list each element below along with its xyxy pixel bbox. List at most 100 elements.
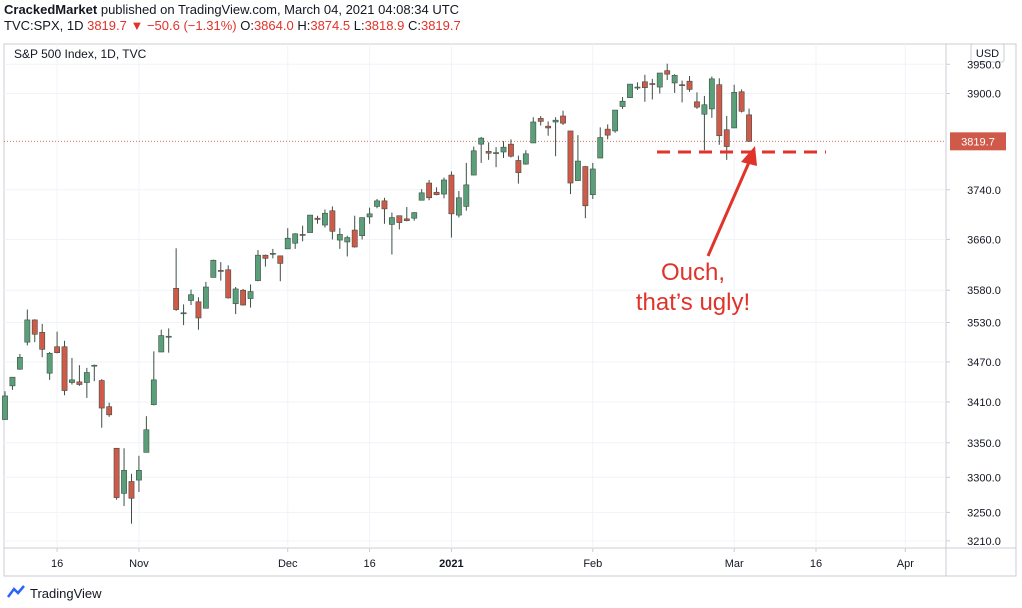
logo	[7, 585, 25, 598]
candle-body	[46, 353, 53, 374]
candle-body	[225, 269, 232, 299]
candle-body	[500, 146, 507, 153]
candle-body	[24, 319, 31, 343]
candle-body	[671, 75, 678, 84]
l-label: L:	[353, 18, 365, 33]
change: ▼ −50.6 (−1.31%)	[130, 18, 237, 33]
candle-body	[83, 372, 90, 383]
candle-body	[61, 346, 68, 391]
x-tick-label: Mar	[725, 558, 744, 570]
l: 3818.9	[364, 18, 405, 33]
candle-body	[255, 254, 261, 281]
candle-body	[612, 109, 619, 132]
c: 3819.7	[420, 18, 461, 33]
candle-body	[277, 255, 284, 264]
candle-body	[508, 143, 514, 157]
h-label: H:	[297, 18, 311, 33]
y-tick-label: 3350.0	[967, 438, 1001, 450]
candle-body	[418, 192, 425, 201]
x-tick-label: 16	[363, 558, 375, 570]
candle-body	[136, 470, 142, 481]
candle-body	[716, 84, 723, 137]
currency-box	[970, 43, 1005, 63]
y-tick-label: 3300.0	[967, 472, 1001, 484]
candle-body	[463, 184, 470, 207]
candle-body	[113, 447, 120, 498]
y-tick-label: 3950.0	[967, 59, 1001, 71]
candle-body	[143, 429, 150, 453]
candle-body	[195, 301, 202, 319]
candle-body	[589, 168, 596, 195]
candle-body	[493, 152, 499, 154]
candle-body	[530, 121, 537, 144]
h: 3874.5	[310, 18, 351, 33]
symbol: TVC:SPX, 1D	[4, 18, 84, 33]
logo-icon	[7, 585, 25, 598]
candle-body	[738, 91, 745, 112]
candle-body	[158, 335, 165, 353]
candle-body	[9, 376, 16, 387]
candle-body	[575, 160, 581, 181]
candle-body	[2, 395, 8, 420]
candle-body	[299, 234, 306, 236]
y-tick-label: 3900.0	[967, 89, 1001, 101]
candle-body	[381, 200, 388, 210]
candle-body	[582, 166, 589, 207]
candle-body	[269, 252, 276, 255]
publisher: CrackedMarket	[4, 2, 98, 17]
candle-body	[455, 197, 462, 216]
y-tick-label: 3530.0	[967, 318, 1001, 330]
candle-body	[173, 287, 180, 310]
candle-body	[708, 78, 715, 110]
candle-body	[202, 286, 209, 309]
candle-body	[150, 379, 157, 405]
candle-body	[470, 150, 477, 176]
candle-body	[247, 291, 254, 299]
candle-body	[656, 72, 663, 88]
symbol-line: TVC:SPX, 1D 3819.7 ▼ −50.6 (−1.31%) O: 38…	[4, 18, 461, 33]
candle-body	[91, 364, 98, 367]
candle-body	[552, 119, 559, 123]
x-tick-label: 16	[51, 558, 63, 570]
candle-body	[485, 151, 492, 154]
y-tick-label: 3660.0	[967, 234, 1001, 246]
candle-body	[403, 218, 410, 221]
candle-body	[69, 379, 75, 383]
candle-body	[701, 104, 708, 115]
candle-body	[478, 137, 485, 145]
candle-body	[649, 83, 656, 85]
candle-body	[641, 81, 648, 88]
candle-body	[515, 160, 522, 173]
o-label: O:	[240, 18, 254, 33]
annotation: Ouch, that’s ugly!	[636, 259, 750, 316]
candle-body	[284, 237, 291, 250]
x-tick-label: Apr	[897, 558, 914, 570]
candle-body	[344, 237, 351, 243]
candles	[2, 63, 752, 524]
candle-body	[54, 346, 60, 353]
y-tick-label: 3470.0	[967, 357, 1001, 369]
candle-body	[433, 191, 440, 195]
candle-body	[746, 114, 752, 142]
grid	[4, 44, 950, 552]
candle-body	[522, 153, 529, 165]
candle-body	[359, 217, 366, 236]
candle-body	[329, 210, 336, 232]
candle-body	[634, 86, 641, 89]
candle-body	[441, 179, 447, 195]
x-tick-label: Nov	[129, 558, 149, 570]
y-tick-label: 3580.0	[967, 285, 1001, 297]
candle-body	[537, 118, 544, 122]
candle-body	[731, 92, 738, 129]
y-tick-label: 3740.0	[967, 185, 1001, 197]
candle-body	[16, 356, 23, 370]
publish-line: CrackedMarket published on TradingView.c…	[4, 2, 459, 17]
candle-body	[374, 200, 380, 207]
candle-body	[31, 319, 38, 335]
candle-body	[314, 217, 321, 220]
published: published on TradingView.com, March 04, …	[100, 2, 460, 17]
legend-title: S&P 500 Index, 1D, TVC	[14, 47, 147, 61]
y-tick-label: 3210.0	[967, 536, 1001, 548]
candle-body	[686, 80, 693, 90]
